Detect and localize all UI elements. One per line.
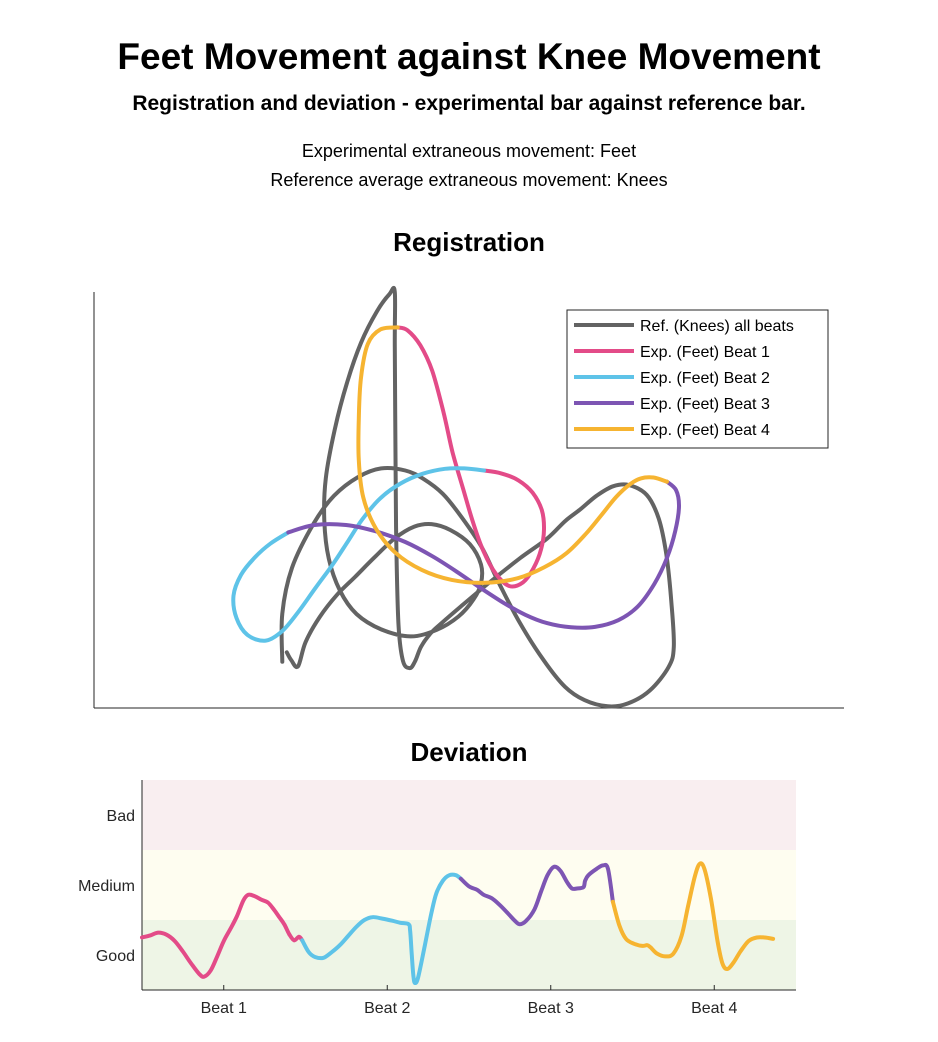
deviation-series-beat-1 [140,892,305,979]
deviation-chart-title: Deviation [410,737,528,767]
deviation-ytick-medium: Medium [78,878,135,895]
registration-series-exp-feet-beat-4 [356,325,669,585]
legend-label-exp-feet-beat-4: Exp. (Feet) Beat 4 [640,422,770,439]
deviation-band-bad [142,780,796,850]
registration-series-ref-knees-all-beats [279,285,676,709]
registration-series-exp-feet-beat-3 [286,479,682,630]
registration-series-exp-feet-beat-1 [395,325,547,589]
registration-chart-title: Registration [393,227,545,257]
registration-series-exp-feet-beat-2 [231,466,486,643]
registration-legend-box [566,309,829,449]
legend-label-exp-feet-beat-1: Exp. (Feet) Beat 1 [640,344,770,361]
deviation-band-good [142,920,796,990]
deviation-xtick-beat-2: Beat 2 [364,1000,410,1017]
deviation-series-beat-3 [458,862,615,927]
legend-label-ref-knees-all-beats: Ref. (Knees) all beats [640,318,794,335]
deviation-ytick-bad: Bad [107,808,135,825]
deviation-series-beat-2 [300,872,463,986]
legend-label-exp-feet-beat-2: Exp. (Feet) Beat 2 [640,370,770,387]
experimental-movement-info: Experimental extraneous movement: Feet [301,141,637,161]
subtitle: Registration and deviation - experimenta… [132,92,806,115]
deviation-ytick-good: Good [96,948,135,965]
registration-legend: Ref. (Knees) all beats Exp. (Feet) Beat 1… [566,309,829,449]
deviation-band-medium [142,850,796,920]
reference-movement-info: Reference average extraneous movement: K… [270,170,668,190]
main-title: Feet Movement against Knee Movement [117,36,821,77]
deviation-xtick-beat-1: Beat 1 [201,1000,247,1017]
deviation-xtick-beat-4: Beat 4 [691,1000,737,1017]
deviation-xtick-beat-3: Beat 3 [528,1000,574,1017]
legend-label-exp-feet-beat-3: Exp. (Feet) Beat 3 [640,396,770,413]
deviation-series-beat-4 [610,861,776,972]
